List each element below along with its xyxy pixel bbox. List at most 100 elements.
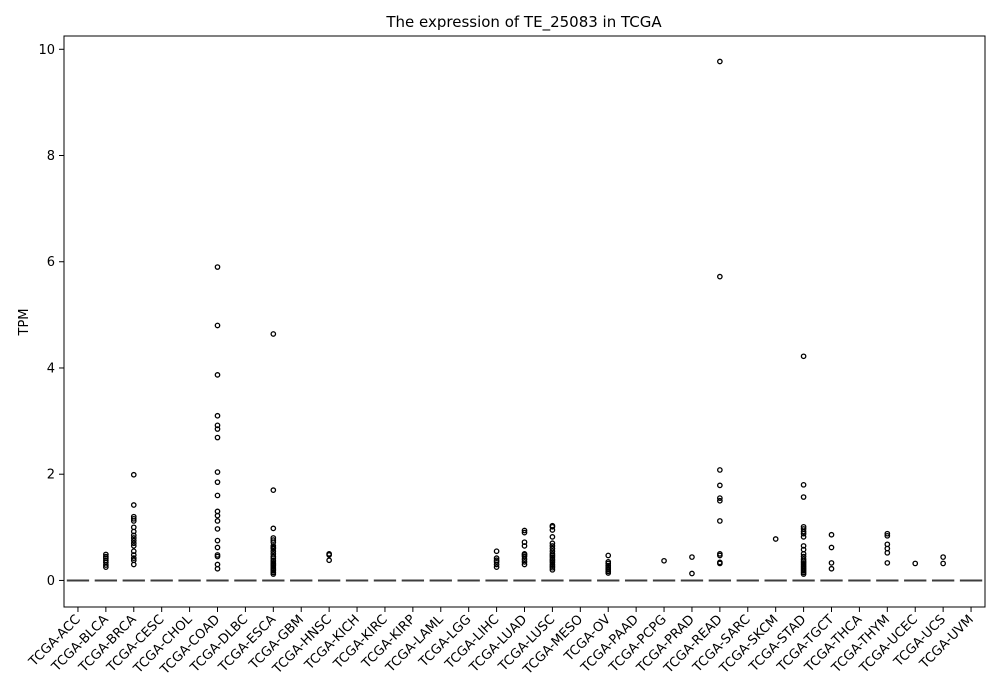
- outlier-point: [130, 532, 137, 539]
- outlier-point: [940, 560, 946, 567]
- outlier-point: [214, 479, 221, 486]
- outlier-point: [828, 565, 835, 572]
- y-tick-label: 2: [47, 468, 55, 483]
- outlier-point: [214, 434, 221, 441]
- outlier-point: [103, 564, 109, 571]
- outlier-point: [270, 548, 277, 555]
- outlier-point: [884, 530, 891, 537]
- outlier-point: [717, 560, 723, 567]
- outlier-point: [214, 553, 221, 560]
- outlier-point: [549, 534, 556, 540]
- outlier-point: [493, 555, 500, 561]
- y-axis-label: TPM: [17, 309, 32, 337]
- outlier-point: [800, 528, 807, 535]
- outlier-point: [521, 559, 528, 565]
- outlier-point: [800, 551, 807, 557]
- outlier-point: [521, 556, 528, 563]
- outlier-point: [103, 551, 109, 558]
- outlier-point: [521, 543, 528, 549]
- outlier-point: [800, 571, 807, 577]
- outlier-point: [130, 528, 137, 535]
- outlier-point: [884, 532, 891, 539]
- outlier-point: [214, 469, 221, 475]
- outlier-point: [800, 353, 807, 360]
- outlier-point: [214, 537, 221, 544]
- outlier-point: [940, 554, 946, 560]
- outlier-point: [270, 331, 277, 337]
- outlier-point: [828, 560, 835, 566]
- outlier-point: [689, 570, 695, 577]
- outlier-point: [521, 539, 528, 546]
- outlier-point: [214, 565, 221, 572]
- outlier-point: [270, 539, 277, 546]
- outlier-point: [549, 540, 556, 547]
- outlier-point: [800, 534, 807, 540]
- outlier-point: [605, 560, 612, 567]
- outlier-point: [912, 560, 919, 567]
- outlier-point: [130, 537, 137, 544]
- outlier-point: [326, 557, 332, 564]
- outlier-point: [717, 467, 723, 473]
- outlier-point: [270, 571, 277, 577]
- outlier-point: [130, 535, 137, 541]
- outlier-point: [130, 540, 137, 547]
- outlier-point: [130, 471, 137, 478]
- outlier-point: [605, 552, 612, 559]
- outlier-point: [130, 552, 137, 558]
- outlier-point: [717, 552, 723, 559]
- outlier-point: [214, 412, 221, 419]
- y-tick-label: 6: [47, 255, 55, 270]
- outlier-point: [605, 570, 612, 576]
- outlier-point: [130, 548, 137, 555]
- outlier-point: [493, 561, 500, 568]
- outlier-point: [717, 518, 723, 524]
- plot-area: [66, 58, 983, 582]
- outlier-point: [214, 426, 221, 432]
- outlier-point: [521, 561, 528, 568]
- outlier-point: [103, 562, 109, 568]
- outlier-point: [828, 531, 835, 538]
- outlier-point: [214, 264, 221, 270]
- outlier-point: [130, 515, 137, 522]
- outlier-point: [130, 561, 137, 568]
- outlier-point: [270, 487, 277, 493]
- outlier-point: [521, 527, 528, 534]
- outlier-point: [549, 523, 556, 530]
- outlier-point: [800, 494, 807, 500]
- outlier-point: [828, 544, 835, 551]
- outlier-point: [884, 560, 891, 566]
- outlier-point: [326, 552, 332, 558]
- chart-title: The expression of TE_25083 in TCGA: [385, 13, 662, 32]
- outlier-point: [214, 526, 221, 532]
- outlier-point: [549, 559, 556, 566]
- outlier-point: [549, 566, 556, 573]
- outlier-point: [800, 530, 807, 537]
- outlier-point: [521, 553, 528, 560]
- outlier-point: [549, 545, 556, 552]
- outlier-point: [800, 543, 807, 549]
- outlier-point: [270, 525, 277, 532]
- outlier-point: [493, 559, 500, 565]
- outlier-point: [214, 512, 221, 519]
- outlier-point: [661, 557, 667, 564]
- y-tick-label: 0: [47, 574, 55, 589]
- outlier-point: [493, 564, 500, 571]
- outlier-point: [214, 422, 221, 429]
- outlier-point: [549, 543, 556, 549]
- outlier-point: [214, 544, 221, 551]
- outlier-point: [521, 529, 528, 536]
- outlier-point: [800, 556, 807, 563]
- y-tick-label: 10: [38, 43, 55, 58]
- outlier-point: [130, 502, 137, 508]
- y-tick-label: 4: [47, 361, 55, 376]
- outlier-point: [270, 555, 277, 561]
- outlier-point: [772, 536, 779, 542]
- outlier-point: [214, 518, 221, 524]
- outlier-point: [884, 549, 891, 556]
- outlier-point: [214, 322, 221, 329]
- outlier-point: [130, 555, 137, 561]
- outlier-point: [214, 492, 221, 499]
- outlier-point: [270, 537, 277, 543]
